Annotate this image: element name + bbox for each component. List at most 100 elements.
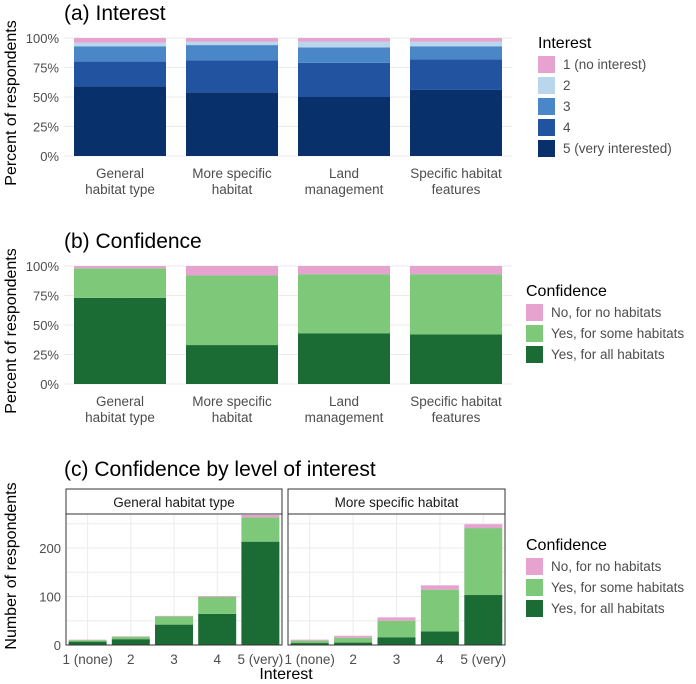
bar-segment	[198, 596, 237, 614]
y-tick-label: 0%	[40, 149, 59, 164]
x-tick-label: Land	[329, 166, 359, 181]
y-axis-label: Percent of respondents	[3, 248, 20, 413]
y-tick-label: 25%	[33, 348, 59, 363]
y-tick-label: 75%	[33, 61, 59, 76]
y-tick-label: 100%	[26, 31, 60, 46]
bar-segment	[241, 514, 280, 518]
y-tick-label: 25%	[33, 120, 59, 135]
legend-label: No, for no habitats	[551, 305, 662, 320]
x-tick-label: habitat type	[85, 410, 155, 425]
chart-title: (c) Confidence by level of interest	[64, 458, 376, 481]
legend-label: Yes, for all habitats	[551, 601, 665, 616]
bar-segment	[241, 541, 280, 645]
x-tick-label: 2	[349, 652, 357, 667]
chart-title: (b) Confidence	[64, 230, 202, 253]
bar-segment	[155, 624, 193, 645]
bar-segment	[377, 617, 416, 621]
bar-segment	[68, 641, 107, 645]
legend-swatch	[526, 579, 543, 596]
bar-segment	[410, 274, 502, 335]
bar-segment	[186, 92, 278, 156]
bar-segment	[186, 41, 278, 46]
y-tick-label: 0	[54, 638, 61, 653]
bar-segment	[334, 637, 373, 643]
legend-label: 2	[563, 78, 571, 93]
bar-segment	[186, 45, 278, 61]
y-tick-label: 200	[39, 541, 61, 556]
legend-swatch	[526, 600, 543, 617]
bar-segment	[155, 616, 193, 625]
y-tick-label: 75%	[33, 289, 59, 304]
x-tick-label: habitat type	[85, 182, 155, 197]
bar-segment	[186, 266, 278, 276]
legend-label: 3	[563, 99, 571, 114]
x-tick-label: Specific habitat	[410, 166, 502, 181]
legend-swatch	[526, 558, 543, 575]
facet-strip	[65, 488, 283, 515]
y-axis-label: Percent of respondents	[3, 20, 20, 185]
facet-strip-label: More specific habitat	[335, 495, 459, 510]
bar-segment	[290, 639, 329, 641]
bar-segment	[420, 585, 459, 590]
bar-segment	[68, 640, 107, 642]
bar-segment	[420, 589, 459, 632]
legend-swatch	[538, 56, 555, 73]
legend-title: Confidence	[526, 283, 607, 300]
x-tick-label: 2	[127, 652, 135, 667]
bar-segment	[377, 637, 416, 645]
bar-segment	[298, 97, 390, 156]
x-tick-label: 3	[170, 652, 178, 667]
x-tick-label: habitat	[212, 182, 253, 197]
chart-title: (a) Interest	[64, 2, 166, 25]
y-axis-label: Number of respondents	[3, 482, 20, 649]
bar-segment	[410, 334, 502, 384]
legend-title: Confidence	[526, 537, 607, 554]
legend-swatch	[538, 119, 555, 136]
bar-segment	[464, 528, 503, 596]
bar-segment	[410, 41, 502, 47]
legend-label: 5 (very interested)	[563, 141, 672, 156]
x-tick-label: 4	[436, 652, 444, 667]
bar-segment	[464, 524, 503, 529]
legend-swatch	[538, 77, 555, 94]
x-axis-label: Interest	[259, 666, 313, 683]
legend-swatch	[526, 304, 543, 321]
legend-label: 1 (no interest)	[563, 57, 646, 72]
y-tick-label: 50%	[33, 90, 59, 105]
bar-segment	[74, 61, 166, 87]
x-tick-label: More specific	[192, 166, 272, 181]
bar-segment	[334, 635, 373, 638]
x-tick-label: General	[96, 394, 144, 409]
bar-segment	[74, 46, 166, 62]
legend-label: Yes, for some habitats	[551, 580, 684, 595]
bar-segment	[74, 266, 166, 269]
bar-segment	[410, 46, 502, 60]
legend-label: Yes, for all habitats	[551, 347, 665, 362]
bar-segment	[74, 38, 166, 43]
bar-segment	[241, 517, 280, 542]
x-tick-label: features	[432, 410, 481, 425]
bar-segment	[74, 42, 166, 47]
legend-label: No, for no habitats	[551, 559, 662, 574]
x-tick-label: 4	[213, 652, 221, 667]
legend-title: Interest	[538, 35, 592, 52]
bar-segment	[464, 595, 503, 645]
bar-segment	[290, 643, 329, 645]
facet-strip	[287, 488, 506, 515]
x-tick-label: 1 (none)	[285, 652, 335, 667]
x-tick-label: habitat	[212, 410, 253, 425]
bar-segment	[410, 89, 502, 156]
x-tick-label: General	[96, 166, 144, 181]
bar-segment	[74, 86, 166, 156]
bar-segment	[111, 636, 150, 640]
x-tick-label: Land	[329, 394, 359, 409]
bar-segment	[198, 595, 237, 597]
bar-segment	[186, 275, 278, 346]
y-tick-label: 50%	[33, 318, 59, 333]
bar-segment	[186, 60, 278, 93]
bar-segment	[298, 333, 390, 384]
bar-segment	[298, 47, 390, 63]
x-tick-label: More specific	[192, 394, 272, 409]
